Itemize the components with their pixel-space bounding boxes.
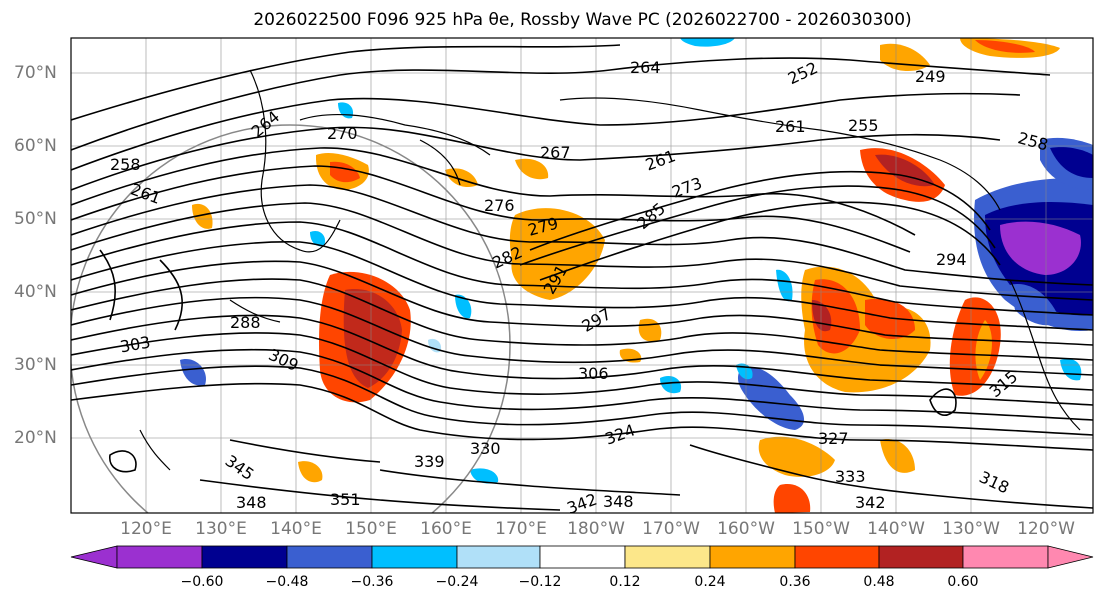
colorbar-bin: [962, 545, 1049, 569]
lat-label: 60°N: [14, 136, 57, 156]
lon-label: 130°W: [942, 519, 1000, 539]
colorbar-tick-label: 0.60: [947, 574, 979, 590]
lon-label: 120°E: [120, 519, 172, 539]
colorbar-tick-label: 0.48: [863, 574, 895, 590]
colorbar-extend-high: [1047, 545, 1094, 569]
contour-label: 333: [835, 467, 866, 486]
lat-label: 40°N: [14, 282, 57, 302]
colorbar-tick-label: −0.24: [435, 574, 479, 590]
contour-label: 288: [230, 313, 261, 332]
lon-label: 140°E: [270, 519, 322, 539]
colorbar-tick-label: −0.36: [350, 574, 394, 590]
range-ring: [71, 124, 511, 513]
contour-label: 348: [236, 493, 267, 512]
colorbar-bin: [116, 545, 203, 569]
contour-label: 351: [330, 490, 361, 509]
lat-label: 30°N: [14, 355, 57, 375]
lon-label: 180°W: [567, 519, 625, 539]
map-plot-area: 264 252 249 264 270 261 255 258 258 267 …: [71, 38, 1093, 513]
lon-label: 120°W: [1017, 519, 1075, 539]
contour-label: 306: [578, 364, 609, 383]
contour-label: 339: [414, 452, 445, 471]
colorbar-bin: [794, 545, 880, 569]
colorbar-bin: [201, 545, 288, 569]
contour-label: 255: [848, 116, 879, 135]
contour-label: 258: [110, 155, 141, 174]
lon-label: 160°E: [420, 519, 472, 539]
lon-label: 140°W: [867, 519, 925, 539]
contour-label: 294: [936, 250, 967, 269]
colorbar-bin: [286, 545, 373, 569]
colorbar-tick-label: −0.60: [180, 574, 224, 590]
lon-label: 160°W: [717, 519, 775, 539]
contour-label: 261: [775, 117, 806, 136]
coastlines: [139, 69, 1081, 471]
colorbar-tick-label: −0.48: [265, 574, 309, 590]
lon-label: 150°W: [792, 519, 850, 539]
colorbar-bin: [539, 545, 626, 569]
anomaly-shading: [180, 38, 1093, 513]
contour-label: 249: [915, 67, 946, 86]
colorbar-extend-low: [70, 545, 118, 569]
colorbar: [70, 545, 1094, 569]
colorbar-bin: [456, 545, 541, 569]
contour-labels: 264 252 249 264 270 261 255 258 258 267 …: [110, 58, 1050, 513]
contour-label: 267: [540, 143, 571, 162]
contour-label: 270: [327, 124, 358, 143]
map-title: 2026022500 F096 925 hPa θe, Rossby Wave …: [253, 10, 912, 30]
colorbar-tick-label: 0.24: [694, 574, 726, 590]
lat-label: 20°N: [14, 428, 57, 448]
contour-label: 264: [630, 58, 661, 77]
lon-label: 170°W: [642, 519, 700, 539]
contour-label: 348: [603, 492, 634, 511]
contour-label: 330: [470, 439, 501, 458]
colorbar-bin: [371, 545, 458, 569]
lon-label: 150°E: [345, 519, 397, 539]
contour-label: 276: [484, 196, 515, 215]
lat-label: 70°N: [14, 63, 57, 83]
colorbar-tick-label: −0.12: [518, 574, 562, 590]
colorbar-bin: [624, 545, 711, 569]
contour-label: 342: [855, 493, 886, 512]
colorbar-bin: [878, 545, 964, 569]
plot-frame: [70, 37, 1094, 514]
lon-label: 170°E: [495, 519, 547, 539]
contour-label: 327: [818, 429, 849, 448]
colorbar-tick-label: 0.36: [779, 574, 811, 590]
lon-label: 130°E: [195, 519, 247, 539]
colorbar-bin: [709, 545, 796, 569]
theta-e-contours: [71, 44, 1093, 511]
lat-label: 50°N: [14, 209, 57, 229]
colorbar-tick-label: 0.12: [609, 574, 641, 590]
